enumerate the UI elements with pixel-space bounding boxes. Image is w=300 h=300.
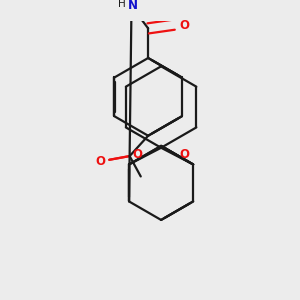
Text: H: H bbox=[118, 0, 126, 9]
Text: O: O bbox=[179, 19, 189, 32]
Text: O: O bbox=[95, 155, 105, 168]
Text: N: N bbox=[128, 0, 137, 12]
Text: O: O bbox=[133, 148, 143, 161]
Text: O: O bbox=[179, 148, 190, 161]
